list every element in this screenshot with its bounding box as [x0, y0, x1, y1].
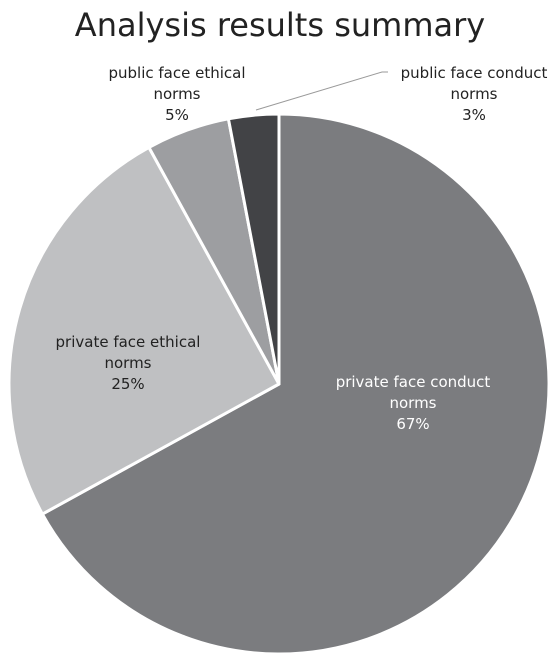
- pie-slice: [226, 112, 281, 386]
- slice-label: private face ethical norms 25%: [56, 333, 201, 393]
- slice-label: public face ethical norms 5%: [108, 64, 245, 124]
- slice-label: private face conduct norms 67%: [336, 373, 491, 433]
- pie-slice: [7, 145, 281, 516]
- chart-title: Analysis results summary: [75, 6, 485, 44]
- pie-slices: [7, 112, 551, 653]
- slice-label: public face conduct norms 3%: [401, 64, 548, 124]
- leader-line: [255, 71, 388, 111]
- slice-labels: private face conduct norms 67% private face…: [56, 64, 548, 433]
- leader-lines: [255, 71, 388, 111]
- pie-slice: [40, 112, 551, 653]
